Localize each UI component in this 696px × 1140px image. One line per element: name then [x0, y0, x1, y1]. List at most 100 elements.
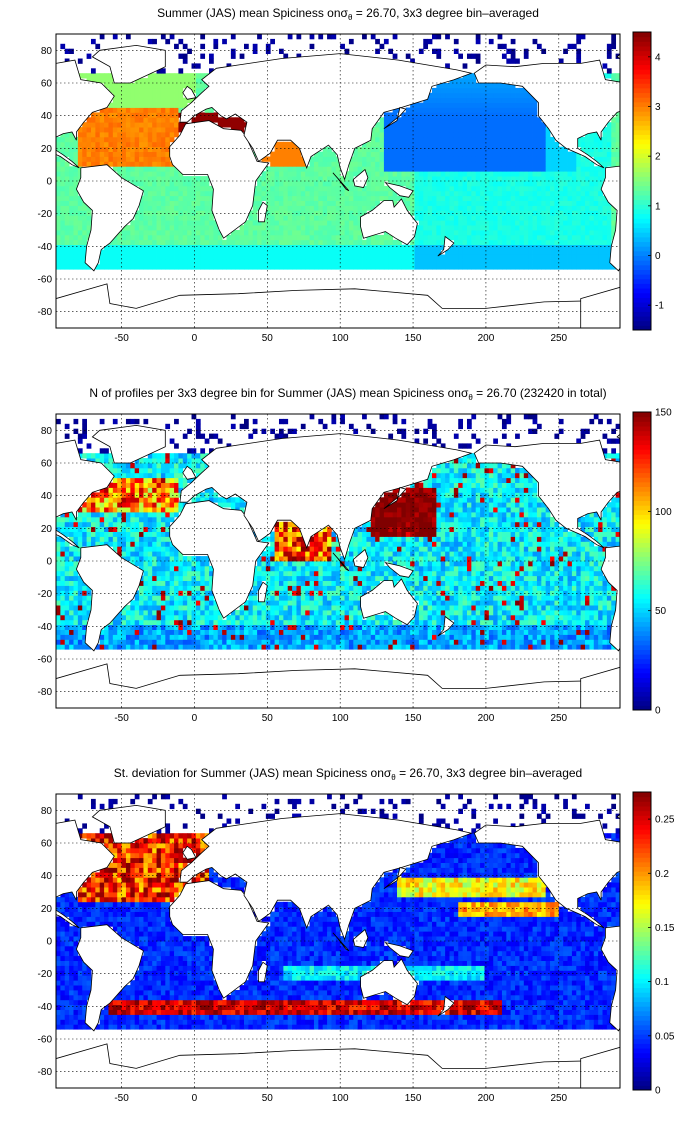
heatmap-bin [165, 210, 171, 216]
heatmap-bin [283, 239, 289, 246]
heatmap-bin [112, 249, 118, 255]
heatmap-bin [82, 610, 87, 616]
heatmap-bin [501, 132, 507, 138]
heatmap-bin [506, 176, 512, 182]
heatmap-bin [235, 624, 241, 630]
heatmap-bin [178, 234, 184, 241]
heatmap-bin [545, 132, 551, 138]
heatmap-bin [440, 220, 446, 226]
heatmap-bin [532, 185, 538, 192]
heatmap-bin [545, 195, 551, 201]
heatmap-bin [69, 205, 74, 211]
heatmap-bin [187, 200, 192, 206]
heatmap-bin [497, 136, 503, 143]
heatmap-bin [77, 132, 83, 138]
heatmap-bin [160, 624, 166, 630]
heatmap-bin [471, 644, 477, 650]
heatmap-bin [112, 122, 118, 128]
heatmap-bin [204, 117, 210, 123]
heatmap-bin [73, 244, 79, 250]
heatmap-bin [178, 634, 184, 640]
heatmap-bin [305, 629, 310, 635]
heatmap-bin [523, 239, 529, 246]
heatmap-bin [69, 634, 74, 640]
heatmap-bin [501, 239, 507, 246]
heatmap-bin [392, 619, 398, 626]
heatmap-bin [545, 624, 551, 630]
heatmap-bin [117, 146, 122, 152]
heatmap-bin [147, 220, 153, 226]
heatmap-bin [174, 259, 179, 265]
heatmap-bin [60, 595, 66, 601]
heatmap-bin [427, 171, 433, 177]
heatmap-bin [366, 639, 372, 645]
heatmap-bin [191, 249, 197, 255]
heatmap-bin [200, 225, 206, 231]
heatmap-bin [134, 171, 140, 177]
heatmap-bin [147, 117, 153, 123]
heatmap-bin [160, 195, 166, 201]
heatmap-bin [405, 176, 411, 182]
heatmap-bin [353, 639, 359, 645]
heatmap-bin [580, 259, 586, 265]
heatmap-bin [204, 83, 210, 89]
heatmap-bin [563, 146, 568, 152]
heatmap-bin [510, 161, 516, 167]
heatmap-bin [296, 181, 302, 187]
heatmap-bin [344, 234, 350, 241]
heatmap-bin [602, 234, 608, 241]
heatmap-bin [261, 225, 267, 231]
heatmap-bin [200, 624, 206, 630]
heatmap-bin [217, 264, 223, 270]
heatmap-bin [519, 225, 525, 231]
heatmap-bin [265, 215, 271, 221]
heatmap-bin [152, 234, 157, 241]
heatmap-bin [488, 600, 494, 606]
heatmap-bin [134, 595, 140, 601]
heatmap-bin [541, 146, 547, 152]
heatmap-bin [410, 639, 415, 645]
heatmap-bin [493, 190, 498, 197]
heatmap-bin [515, 141, 520, 148]
heatmap-bin [165, 97, 171, 103]
heatmap-bin [571, 181, 577, 187]
heatmap-bin [147, 190, 153, 197]
heatmap-bin [318, 249, 324, 255]
heatmap-bin [322, 161, 328, 167]
heatmap-bin [453, 249, 459, 255]
heatmap-bin [497, 122, 503, 128]
heatmap-bin [510, 127, 516, 133]
heatmap-bin [445, 87, 450, 94]
heatmap-bin [270, 210, 275, 216]
heatmap-bin [305, 605, 310, 611]
heatmap-bin [506, 107, 512, 113]
heatmap-bin [327, 161, 332, 167]
heatmap-bin [580, 171, 586, 177]
heatmap-bin [445, 605, 450, 611]
heatmap-bin [348, 614, 354, 621]
heatmap-bin [488, 619, 494, 626]
heatmap-bin [501, 249, 507, 255]
heatmap-bin [449, 264, 455, 270]
y-tick-label: 0 [46, 177, 52, 188]
heatmap-bin [60, 136, 66, 143]
heatmap-bin [357, 166, 363, 172]
heatmap-bin [528, 605, 533, 611]
heatmap-bin [515, 205, 520, 211]
heatmap-bin [174, 624, 179, 630]
heatmap-bin [462, 97, 468, 103]
heatmap-bin [134, 254, 140, 260]
heatmap-bin [322, 600, 328, 606]
heatmap-bin [204, 200, 210, 206]
heatmap-bin [466, 53, 472, 59]
heatmap-bin [204, 215, 210, 221]
heatmap-bin [139, 205, 144, 211]
heatmap-bin [440, 87, 446, 94]
heatmap-bin [375, 619, 380, 626]
heatmap-bin [125, 634, 131, 640]
heatmap-bin [501, 639, 507, 645]
heatmap-bin [165, 92, 171, 99]
colorbar-tick-label: 4 [655, 52, 661, 63]
heatmap-bin [174, 176, 179, 182]
